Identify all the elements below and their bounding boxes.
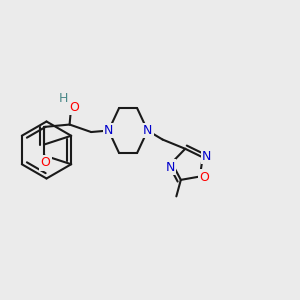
Text: N: N — [104, 124, 113, 137]
Text: O: O — [70, 100, 80, 114]
Text: O: O — [40, 156, 50, 170]
Text: N: N — [202, 150, 212, 163]
Text: N: N — [143, 124, 152, 137]
Text: H: H — [59, 92, 68, 105]
Text: O: O — [199, 171, 209, 184]
Text: N: N — [166, 161, 175, 174]
